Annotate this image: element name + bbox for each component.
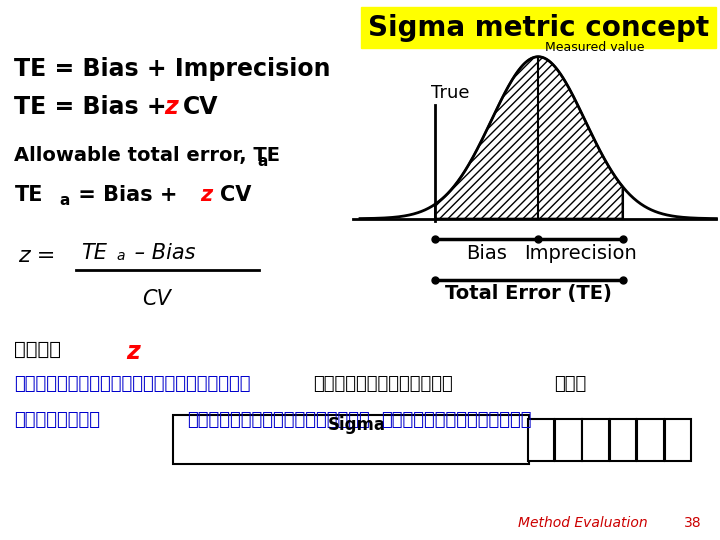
- FancyBboxPatch shape: [528, 418, 554, 461]
- Text: z: z: [200, 185, 212, 205]
- Text: CV: CV: [183, 94, 218, 118]
- Text: ใชดา: ใชดา: [14, 340, 61, 359]
- Text: a: a: [117, 249, 125, 264]
- Text: z: z: [126, 340, 140, 364]
- FancyBboxPatch shape: [637, 418, 664, 461]
- Text: CV: CV: [143, 289, 171, 309]
- Text: Sigma metric concept: Sigma metric concept: [368, 14, 709, 42]
- Text: ของทองวเคราะห: ของทองวเคราะห: [313, 375, 453, 393]
- Text: Method Evaluation: Method Evaluation: [518, 516, 648, 530]
- Text: = Bias +: = Bias +: [71, 185, 184, 205]
- Text: TE: TE: [81, 243, 107, 263]
- Polygon shape: [435, 57, 623, 219]
- Text: True: True: [431, 84, 470, 102]
- FancyBboxPatch shape: [173, 415, 529, 464]
- Text: z =: z =: [18, 246, 55, 266]
- Text: 38: 38: [685, 516, 702, 530]
- Text: TE = Bias +: TE = Bias +: [14, 94, 175, 118]
- Text: a: a: [59, 193, 69, 208]
- Text: TE = Bias + Imprecision: TE = Bias + Imprecision: [14, 57, 331, 80]
- FancyBboxPatch shape: [610, 418, 636, 461]
- Text: – Bias: – Bias: [128, 243, 196, 263]
- FancyBboxPatch shape: [555, 418, 582, 461]
- Text: z: z: [164, 94, 178, 118]
- Text: TE: TE: [14, 185, 43, 205]
- Text: Measured value: Measured value: [546, 41, 645, 54]
- Text: เปลี่ยนแปลงคุณภาพ: เปลี่ยนแปลงคุณภาพ: [187, 411, 370, 429]
- Text: ประเมินคุณภาพผลการตรวจ: ประเมินคุณภาพผลการตรวจ: [14, 375, 251, 393]
- Text: Allowable total error, TE: Allowable total error, TE: [14, 146, 280, 165]
- Text: Bias: Bias: [466, 244, 507, 262]
- Text: Total Error (TE): Total Error (TE): [446, 284, 612, 303]
- FancyBboxPatch shape: [665, 418, 691, 461]
- Text: Imprecision: Imprecision: [524, 244, 636, 262]
- Text: Sigma: Sigma: [328, 416, 386, 434]
- Text: อย่างต่อเนื่อง: อย่างต่อเนื่อง: [382, 411, 532, 429]
- FancyBboxPatch shape: [582, 418, 609, 461]
- Text: และ: และ: [554, 375, 587, 393]
- Text: CV: CV: [220, 185, 251, 205]
- Text: ตดตามการ: ตดตามการ: [14, 411, 100, 429]
- Text: a: a: [258, 154, 268, 169]
